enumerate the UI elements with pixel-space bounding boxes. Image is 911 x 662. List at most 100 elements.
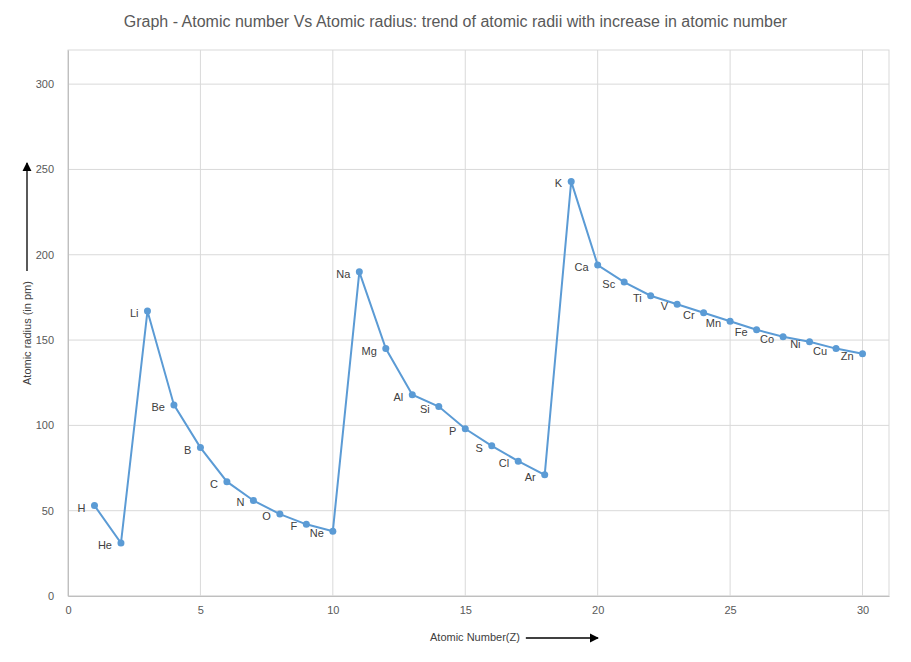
point: [276, 511, 283, 518]
tick: 25: [724, 596, 736, 616]
point-label: Co: [760, 333, 774, 345]
point: [594, 261, 601, 268]
tick: 0: [65, 596, 71, 616]
point: [117, 540, 124, 547]
tick-label: 200: [36, 249, 54, 261]
grid-line: [332, 50, 333, 596]
point: [674, 301, 681, 308]
point-label: Sc: [602, 278, 615, 290]
point-label: N: [236, 496, 244, 508]
point-label: Ne: [310, 527, 324, 539]
tick-label: 150: [36, 334, 54, 346]
point-label: Mg: [362, 345, 377, 357]
axis-line: [69, 596, 890, 597]
tick: 5: [198, 596, 204, 616]
point-label: Be: [151, 401, 164, 413]
point-label: O: [262, 510, 271, 522]
point-label: Cl: [499, 457, 509, 469]
grid-line: [465, 50, 466, 596]
grid-line: [68, 254, 889, 255]
tick: 300: [36, 78, 68, 90]
series: [91, 178, 866, 547]
tick-label: 30: [857, 604, 869, 616]
point-label: V: [661, 300, 669, 312]
point: [780, 333, 787, 340]
grid-line: [68, 169, 889, 170]
grid: [68, 50, 889, 596]
point-label: Cu: [813, 345, 827, 357]
x-axis-title: Atomic Number(Z): [430, 631, 520, 643]
tick: 15: [460, 596, 472, 616]
grid-line: [597, 50, 598, 596]
tick-label: 100: [36, 419, 54, 431]
point-label: F: [291, 520, 298, 532]
plot: 051015202530050100150200250300HHeLiBeBCN…: [36, 50, 890, 616]
point: [621, 279, 628, 286]
point: [170, 401, 177, 408]
point: [700, 309, 707, 316]
tick-label: 0: [65, 604, 71, 616]
tick: 10: [327, 596, 339, 616]
tick: 50: [42, 505, 68, 517]
point-label: Cr: [683, 309, 695, 321]
point-label: Ti: [633, 292, 642, 304]
point-label: Fe: [735, 326, 748, 338]
tick-label: 300: [36, 78, 54, 90]
chart: 051015202530050100150200250300HHeLiBeBCN…: [0, 0, 911, 662]
tick: 250: [36, 163, 68, 175]
grid-line: [68, 84, 889, 85]
tick: 150: [36, 334, 68, 346]
tick-label: 0: [48, 590, 54, 602]
point-label: He: [98, 539, 112, 551]
point: [144, 308, 151, 315]
point-label: C: [210, 478, 218, 490]
tick: 30: [857, 596, 869, 616]
point: [541, 471, 548, 478]
point-label: Ni: [790, 338, 800, 350]
point: [409, 391, 416, 398]
point: [515, 458, 522, 465]
point-labels: HHeLiBeBCNOFNeNaMgAlSiPSClArKCaScTiVCrMn…: [78, 177, 854, 551]
point: [197, 444, 204, 451]
background: [0, 0, 911, 662]
x-arrow: [526, 637, 598, 638]
point-label: H: [78, 502, 86, 514]
point: [833, 345, 840, 352]
point: [647, 292, 654, 299]
point-label: Ca: [575, 261, 590, 273]
tick-label: 25: [724, 604, 736, 616]
tick: 200: [36, 249, 68, 261]
point: [859, 350, 866, 357]
point: [250, 497, 257, 504]
point: [329, 528, 336, 535]
plot-frame: [68, 50, 889, 596]
tick-label: 10: [327, 604, 339, 616]
tick: 20: [592, 596, 604, 616]
grid-line: [68, 425, 889, 426]
y-arrow: [26, 163, 27, 271]
line: [94, 181, 862, 543]
point-label: P: [449, 425, 456, 437]
tick-label: 50: [42, 505, 54, 517]
title: Graph - Atomic number Vs Atomic radius: …: [124, 13, 788, 30]
tick-label: 5: [198, 604, 204, 616]
point-label: K: [555, 177, 563, 189]
tick: 100: [36, 419, 68, 431]
point-label: Na: [336, 268, 351, 280]
grid-line: [200, 50, 201, 596]
point-label: Mn: [706, 317, 721, 329]
point-label: B: [184, 444, 191, 456]
tick-label: 20: [592, 604, 604, 616]
x-axis: 0 5 10 15 20 25 30: [65, 596, 889, 616]
point: [727, 318, 734, 325]
point: [223, 478, 230, 485]
tick: 0: [48, 590, 68, 602]
point: [382, 345, 389, 352]
point: [462, 425, 469, 432]
tick-label: 15: [460, 604, 472, 616]
point: [568, 178, 575, 185]
axis-line: [68, 51, 69, 597]
point: [91, 502, 98, 509]
tick-label: 250: [36, 163, 54, 175]
point-label: Zn: [841, 350, 854, 362]
